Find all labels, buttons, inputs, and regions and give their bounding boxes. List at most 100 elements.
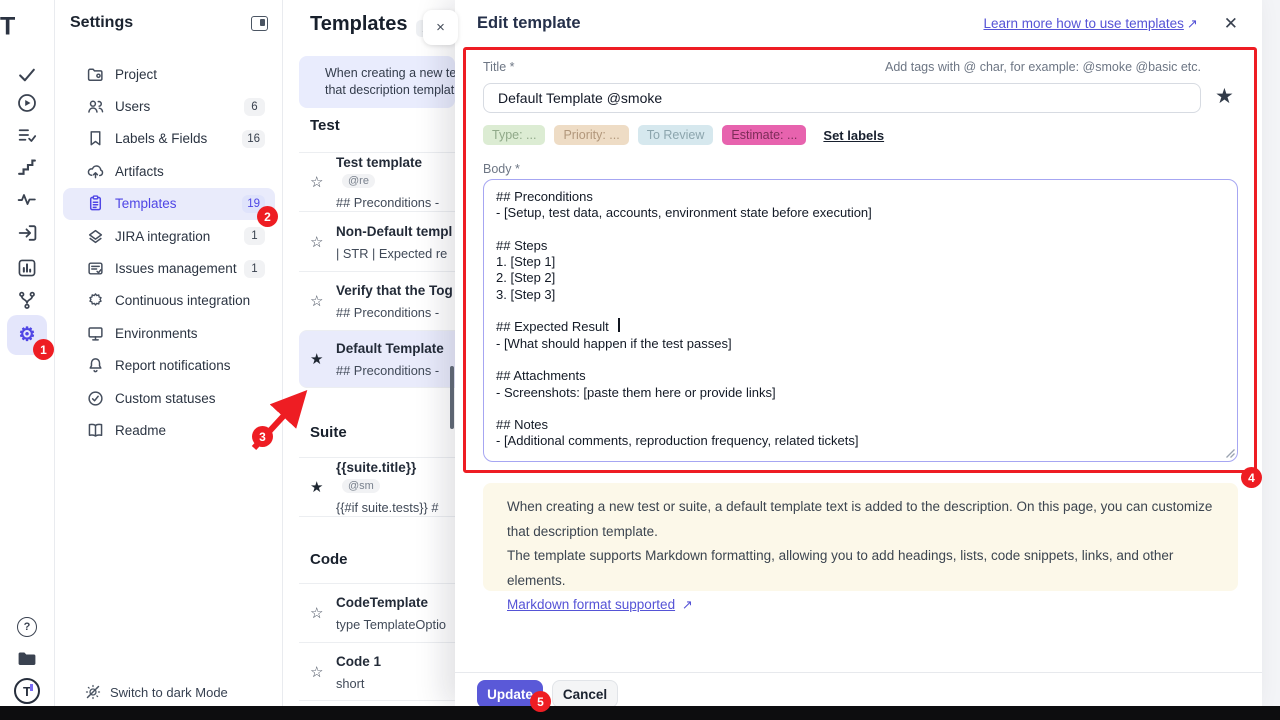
template-item[interactable]: ☆ Code Template fo	[299, 700, 455, 706]
external-link-icon: ↗	[681, 597, 693, 613]
panel-title: Templates	[310, 13, 408, 35]
template-title: Code 1	[336, 653, 382, 669]
cancel-button[interactable]: Cancel	[552, 680, 618, 708]
sidebar-item-custom-statuses[interactable]: Custom statuses	[63, 382, 275, 414]
template-item[interactable]: ☆ CodeTemplate type TemplateOptio	[299, 583, 455, 642]
star-icon-filled[interactable]: ★	[310, 479, 324, 496]
jira-icon	[87, 228, 104, 245]
sidebar-title: Settings	[70, 14, 134, 31]
sidebar-item-users[interactable]: Users 6	[63, 90, 275, 122]
sidebar-item-label: Continuous integration	[115, 293, 251, 309]
body-textarea[interactable]: ## Preconditions - [Setup, test data, ac…	[483, 179, 1238, 462]
sidebar-item-label: Project	[115, 66, 158, 82]
template-preview: {{#if suite.tests}} #	[336, 500, 439, 515]
tags-hint: Add tags with @ char, for example: @smok…	[885, 60, 1201, 74]
folder-icon[interactable]	[17, 649, 38, 670]
banner-line: that description templat	[325, 83, 455, 97]
star-icon[interactable]: ☆	[310, 293, 324, 310]
edit-template-dialog: Edit template Learn more how to use temp…	[455, 0, 1262, 708]
template-item[interactable]: ☆ Non-Default templ | STR | Expected re	[299, 211, 455, 271]
sidebar-item-templates[interactable]: Templates 19	[63, 187, 275, 220]
sidebar-item-issues-management[interactable]: Issues management 1	[63, 252, 275, 284]
issues-list-icon	[87, 260, 104, 277]
chip-to-review[interactable]: To Review	[637, 125, 714, 145]
sidebar-item-label: Report notifications	[115, 358, 231, 374]
external-link-icon: ↗	[1186, 15, 1198, 31]
icon-rail: T ⚙ ? T	[0, 0, 60, 706]
template-item[interactable]: ☆ Code 1 short	[299, 642, 455, 700]
panel-close-button[interactable]: ×	[423, 10, 458, 45]
list-check-icon[interactable]	[17, 125, 38, 146]
template-item[interactable]: ★ {{suite.title}} @sm {{#if suite.tests}}…	[299, 457, 455, 517]
sidebar-item-project[interactable]: Project	[63, 58, 275, 90]
template-title: Default Template	[336, 341, 444, 356]
sidebar-item-artifacts[interactable]: Artifacts	[63, 155, 275, 187]
set-labels-link[interactable]: Set labels	[823, 127, 885, 143]
close-icon[interactable]: ✕	[1223, 13, 1238, 33]
info-paragraph: When creating a new test or suite, a def…	[507, 499, 1213, 539]
learn-more-link[interactable]: Learn more how to use templates	[983, 16, 1184, 31]
star-icon[interactable]: ☆	[310, 663, 324, 681]
pulse-icon[interactable]	[17, 189, 38, 210]
body-label: Body *	[483, 162, 520, 176]
star-icon[interactable]: ☆	[310, 605, 324, 622]
page-gutter	[1262, 0, 1280, 706]
dark-mode-toggle[interactable]: Switch to dark Mode	[85, 684, 228, 700]
template-item[interactable]: ☆ Test template @re ## Preconditions -	[299, 152, 455, 211]
sidebar-item-jira-integration[interactable]: JIRA integration 1	[63, 220, 275, 252]
count-badge: 1	[244, 259, 265, 278]
chip-estimate[interactable]: Estimate: ...	[722, 125, 807, 145]
gear-icon[interactable]: ⚙	[18, 324, 36, 346]
star-icon-filled[interactable]: ★	[310, 351, 324, 368]
template-item[interactable]: ☆ Verify that the Tog ## Preconditions -	[299, 271, 455, 330]
steps-icon[interactable]	[17, 157, 38, 178]
markdown-supported-link[interactable]: Markdown format supported	[507, 597, 676, 613]
star-icon[interactable]: ☆	[310, 233, 324, 251]
template-title: Test template	[336, 155, 423, 170]
sidebar-item-continuous-integration[interactable]: Continuous integration	[63, 285, 275, 317]
app-logo[interactable]: T	[0, 13, 60, 42]
template-title: CodeTemplate	[336, 595, 429, 610]
user-avatar[interactable]: T	[14, 678, 40, 704]
import-icon[interactable]	[17, 223, 38, 244]
monitor-icon	[87, 325, 104, 342]
footer-divider	[455, 672, 1262, 673]
sidebar-item-label: Artifacts	[115, 163, 164, 179]
template-preview: short	[336, 675, 365, 691]
play-circle-icon[interactable]	[17, 93, 38, 114]
clipboard-icon	[87, 195, 104, 212]
collapse-panel-icon[interactable]	[251, 15, 268, 31]
sidebar-item-readme[interactable]: Readme	[63, 414, 275, 446]
star-icon[interactable]: ☆	[310, 174, 324, 191]
sidebar-item-environments[interactable]: Environments	[63, 317, 275, 349]
panel-scrollbar-thumb[interactable]	[450, 366, 454, 429]
sidebar-item-label: JIRA integration	[115, 228, 211, 244]
sidebar-item-label: Templates	[115, 196, 177, 212]
title-input[interactable]	[483, 83, 1201, 113]
update-button[interactable]: Update	[477, 680, 543, 708]
sidebar-item-label: Issues management	[115, 261, 237, 277]
template-title: Verify that the Tog	[336, 283, 453, 298]
count-badge: 16	[242, 129, 265, 148]
chip-priority[interactable]: Priority: ...	[554, 125, 629, 145]
tag-badge: @re	[342, 174, 375, 188]
ci-seal-icon	[87, 292, 104, 309]
template-title: Non-Default templ	[336, 223, 453, 239]
template-preview: | STR | Expected re	[336, 245, 448, 261]
template-item-selected[interactable]: ★ Default Template ## Preconditions -	[299, 330, 455, 388]
project-folder-icon	[87, 66, 104, 83]
chart-icon[interactable]	[17, 258, 38, 279]
resize-handle[interactable]	[1225, 448, 1236, 459]
sidebar-item-labels-fields[interactable]: Labels & Fields 16	[63, 123, 275, 155]
branch-icon[interactable]	[17, 290, 38, 311]
chip-type[interactable]: Type: ...	[483, 125, 546, 145]
favorite-star-icon[interactable]: ★	[1215, 85, 1234, 108]
sidebar-item-label: Users	[115, 99, 151, 115]
templates-panel: Templates 1 When creating a new te that …	[283, 0, 455, 706]
sidebar-item-report-notifications[interactable]: Report notifications	[63, 350, 275, 382]
help-icon[interactable]: ?	[17, 617, 37, 637]
check-icon[interactable]	[17, 65, 38, 86]
text-cursor	[618, 318, 620, 332]
count-badge: 19	[242, 194, 265, 213]
